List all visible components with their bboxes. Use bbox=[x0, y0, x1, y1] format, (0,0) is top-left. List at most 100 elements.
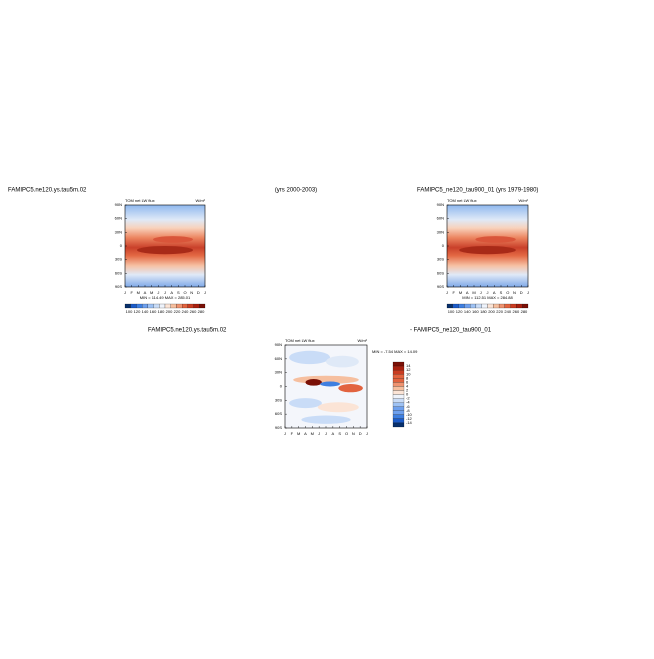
field-blob bbox=[137, 246, 193, 255]
colorbar-cell bbox=[187, 303, 194, 309]
field-blob bbox=[153, 236, 193, 243]
y-tick-label: 90S bbox=[437, 284, 444, 289]
colorbar-label: -12 bbox=[406, 416, 413, 421]
panel-title: FAMIPC5_ne120_tau900_01 (yrs 1979-1980) bbox=[417, 188, 538, 194]
colorbar-cell bbox=[392, 386, 405, 391]
y-tick-label: 0 bbox=[120, 243, 123, 248]
field-blob bbox=[301, 415, 351, 424]
field-blob bbox=[289, 398, 322, 409]
colorbar-label: -10 bbox=[406, 412, 413, 417]
x-tick-label: M bbox=[472, 290, 475, 295]
colorbar-label: -14 bbox=[406, 420, 413, 425]
x-tick-label: J bbox=[480, 290, 482, 295]
panel-title: FAMIPC5.ne120.ys.tau5m.02 bbox=[8, 188, 87, 194]
x-tick-label: J bbox=[487, 290, 489, 295]
y-tick-label: 30N bbox=[115, 229, 122, 234]
colorbar-label: 200 bbox=[488, 309, 495, 314]
x-tick-label: S bbox=[338, 431, 341, 436]
colorbar-cell bbox=[392, 370, 405, 375]
colorbar-cell bbox=[147, 303, 154, 309]
x-tick-label: A bbox=[331, 431, 334, 436]
y-tick-label: 90N bbox=[115, 202, 122, 207]
x-tick-label: N bbox=[190, 290, 193, 295]
field bbox=[125, 205, 205, 287]
colorbar-label: 240 bbox=[504, 309, 511, 314]
field-blob bbox=[317, 402, 359, 413]
units-label: W/m² bbox=[195, 198, 205, 203]
colorbar-cell bbox=[176, 303, 183, 309]
x-tick-label: O bbox=[345, 431, 348, 436]
variable-label: TOM net LW flux bbox=[447, 198, 477, 203]
colorbar-cell bbox=[164, 303, 171, 309]
x-tick-label: A bbox=[493, 290, 496, 295]
colorbar-label: 100 bbox=[126, 309, 133, 314]
x-tick-label: A bbox=[170, 290, 173, 295]
y-tick-label: 90N bbox=[275, 342, 282, 347]
y-tick-label: 60N bbox=[115, 216, 122, 221]
x-tick-label: N bbox=[352, 431, 355, 436]
y-tick-label: 0 bbox=[280, 384, 283, 389]
x-tick-label: F bbox=[130, 290, 133, 295]
colorbar-label: -2 bbox=[406, 396, 410, 401]
stats: MIN = 114.49 MAX = 285.01 bbox=[140, 295, 191, 300]
units-label: W/m² bbox=[518, 198, 528, 203]
x-tick-label: J bbox=[157, 290, 159, 295]
colorbar-cell bbox=[392, 361, 405, 367]
x-tick-label: D bbox=[520, 290, 523, 295]
y-tick-label: 90N bbox=[437, 202, 444, 207]
y-tick-label: 90S bbox=[275, 425, 282, 430]
colorbar-label: 280 bbox=[521, 309, 528, 314]
colorbar-cell bbox=[392, 398, 405, 403]
colorbar-cell bbox=[504, 303, 511, 309]
x-tick-label: O bbox=[183, 290, 186, 295]
x-tick-label: J bbox=[318, 431, 320, 436]
field-blob bbox=[326, 355, 359, 368]
x-tick-label: O bbox=[506, 290, 509, 295]
colorbar-label: 4 bbox=[406, 383, 409, 388]
colorbar-cell bbox=[392, 402, 405, 407]
x-tick-label: N bbox=[513, 290, 516, 295]
x-tick-label: J bbox=[204, 290, 206, 295]
x-tick-label: J bbox=[366, 431, 368, 436]
colorbar-cell bbox=[392, 418, 405, 424]
stats: MIN = 112.51 MAX = 284.88 bbox=[462, 295, 513, 300]
colorbar-cell bbox=[464, 303, 471, 309]
colorbar-label: 180 bbox=[158, 309, 165, 314]
colorbar-label: 6 bbox=[406, 379, 409, 384]
colorbar-label: 120 bbox=[456, 309, 463, 314]
colorbar-cell bbox=[142, 303, 148, 309]
y-tick-label: 0 bbox=[442, 243, 445, 248]
colorbar-label: 260 bbox=[190, 309, 197, 314]
colorbar-label: 0 bbox=[406, 392, 409, 397]
colorbar-label: 8 bbox=[406, 375, 409, 380]
colorbar-cell bbox=[193, 303, 200, 309]
colorbar-label: 12 bbox=[406, 367, 411, 372]
x-tick-label: M bbox=[297, 431, 300, 436]
y-tick-label: 30N bbox=[437, 229, 444, 234]
field-blob bbox=[320, 381, 340, 387]
field-blob bbox=[459, 246, 516, 255]
y-tick-label: 60S bbox=[275, 411, 282, 416]
colorbar-cell bbox=[124, 303, 131, 309]
x-tick-label: J bbox=[527, 290, 529, 295]
colorbar-label: 160 bbox=[472, 309, 479, 314]
x-tick-label: A bbox=[304, 431, 307, 436]
y-tick-label: 60N bbox=[437, 216, 444, 221]
colorbar-cell bbox=[153, 303, 160, 309]
colorbar-cell bbox=[452, 303, 459, 309]
colorbar-cell bbox=[392, 422, 405, 428]
colorbar-cell bbox=[392, 390, 405, 395]
colorbar-cell bbox=[392, 406, 405, 411]
y-tick-label: 60S bbox=[437, 270, 444, 275]
colorbar-cell bbox=[392, 365, 405, 371]
colorbar-label: 240 bbox=[182, 309, 189, 314]
x-tick-label: J bbox=[164, 290, 166, 295]
x-tick-label: M bbox=[137, 290, 140, 295]
field-blob bbox=[475, 236, 516, 243]
colorbar-cell bbox=[487, 303, 494, 309]
colorbar-cell bbox=[159, 303, 166, 309]
colorbar-cell bbox=[522, 303, 529, 309]
field-blob bbox=[338, 384, 363, 393]
colorbar-cell bbox=[130, 303, 137, 309]
